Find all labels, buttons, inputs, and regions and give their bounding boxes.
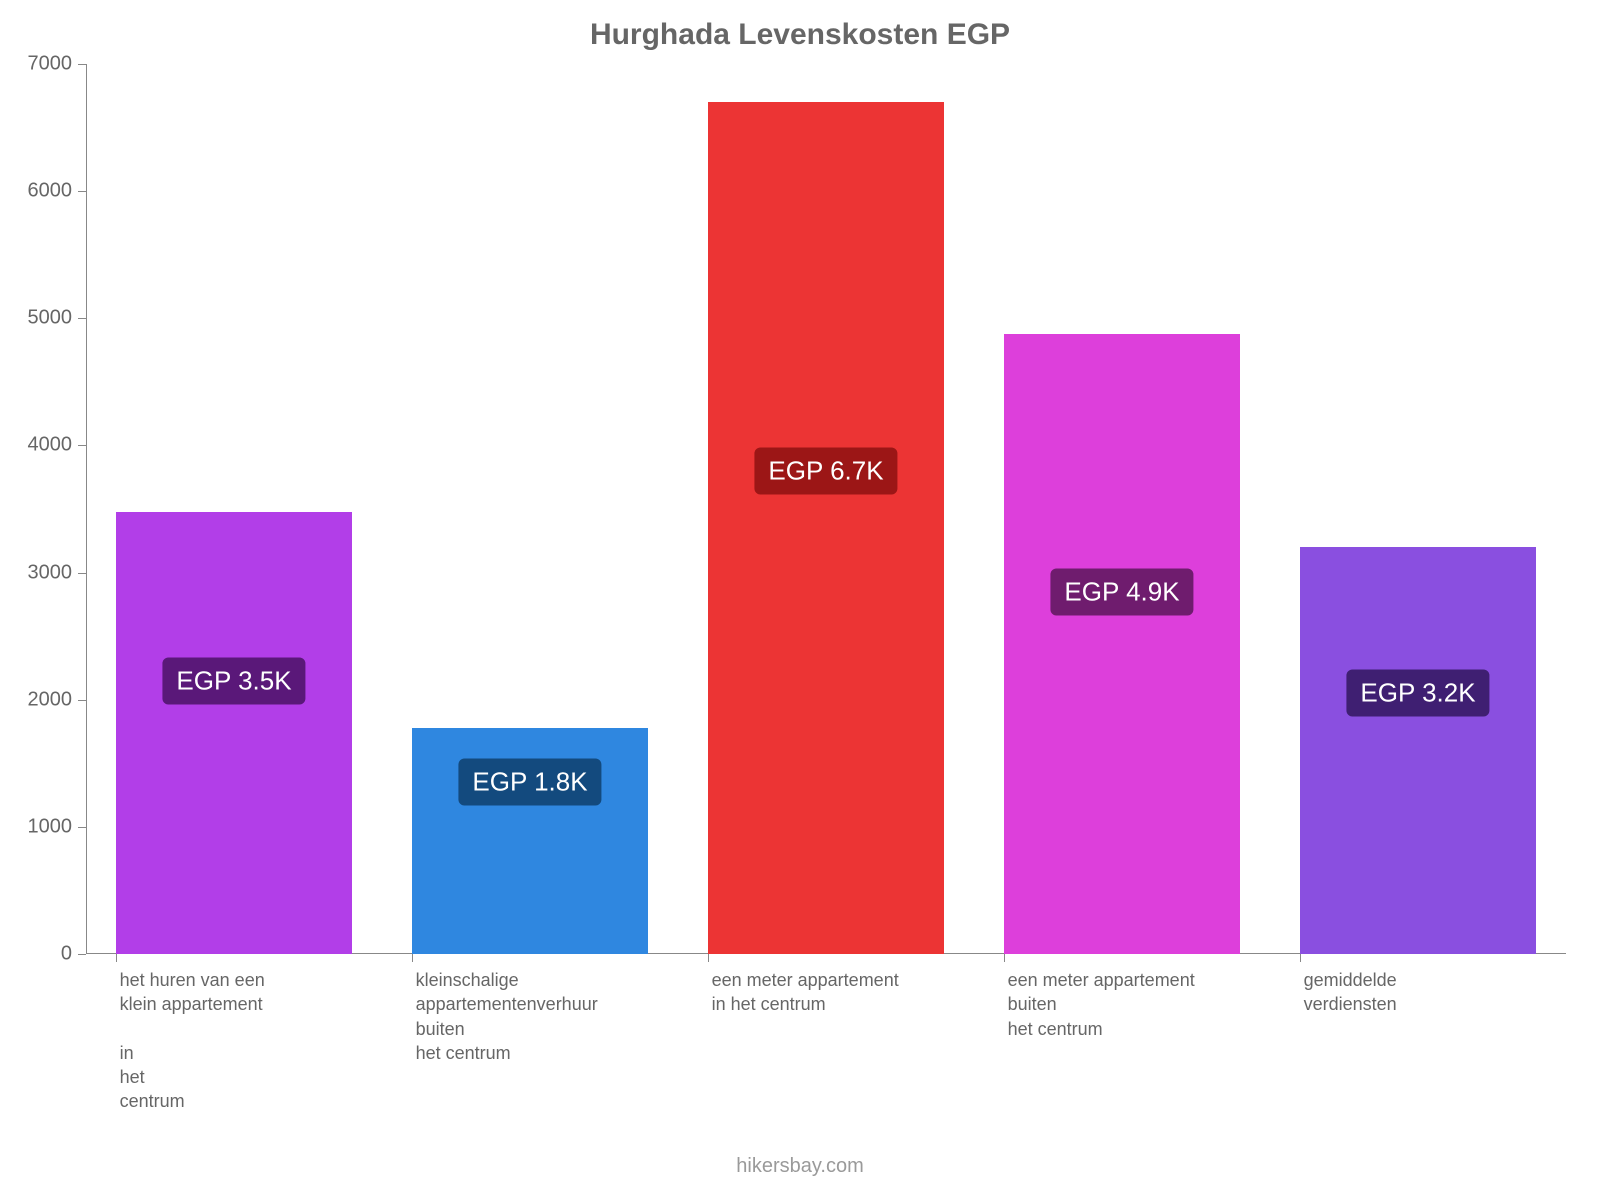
y-tick-mark — [78, 700, 86, 701]
x-tick-mark — [1300, 954, 1301, 962]
bar-value-label: EGP 3.5K — [162, 657, 305, 704]
y-tick-mark — [78, 445, 86, 446]
y-tick-mark — [78, 573, 86, 574]
x-category-label: gemiddelde verdiensten — [1304, 968, 1561, 1017]
y-tick-mark — [78, 191, 86, 192]
x-category-label: een meter appartement in het centrum — [712, 968, 969, 1017]
y-tick-mark — [78, 954, 86, 955]
x-category-label: kleinschalige appartementenverhuur buite… — [416, 968, 673, 1065]
bar-value-label: EGP 4.9K — [1050, 568, 1193, 615]
y-tick-mark — [78, 318, 86, 319]
y-tick-mark — [78, 827, 86, 828]
bar — [708, 102, 945, 954]
chart-title: Hurghada Levenskosten EGP — [0, 0, 1600, 52]
bar-value-label: EGP 6.7K — [754, 447, 897, 494]
bar-value-label: EGP 1.8K — [458, 759, 601, 806]
bar — [1004, 334, 1241, 954]
x-category-label: een meter appartement buiten het centrum — [1008, 968, 1265, 1041]
y-tick-mark — [78, 64, 86, 65]
x-tick-mark — [1004, 954, 1005, 962]
plot-area: 01000200030004000500060007000EGP 3.5Khet… — [86, 64, 1566, 954]
x-tick-mark — [116, 954, 117, 962]
x-tick-mark — [708, 954, 709, 962]
attribution-text: hikersbay.com — [736, 1155, 863, 1178]
bar — [116, 512, 353, 954]
bar-value-label: EGP 3.2K — [1346, 670, 1489, 717]
y-axis — [86, 64, 87, 954]
x-category-label: het huren van een klein appartement in h… — [120, 968, 377, 1114]
bar — [1300, 547, 1537, 954]
x-tick-mark — [412, 954, 413, 962]
